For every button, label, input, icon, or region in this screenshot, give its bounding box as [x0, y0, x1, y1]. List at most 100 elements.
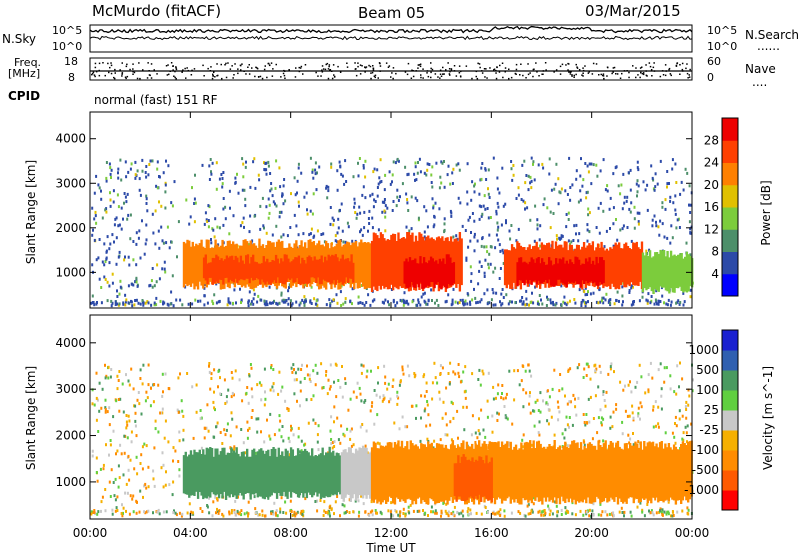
scatter-cell — [430, 181, 433, 184]
nave-dot — [602, 73, 605, 75]
scatter-cell — [661, 205, 664, 209]
scatter-cell — [314, 363, 317, 367]
scatter-cell — [473, 219, 476, 223]
band-cell — [633, 243, 637, 286]
nave-dot — [571, 75, 573, 77]
nave-dot — [541, 73, 543, 75]
nave-dot — [325, 63, 327, 66]
scatter-cell — [471, 372, 474, 376]
scatter-cell — [588, 230, 591, 234]
ground-cell — [645, 298, 648, 302]
nave-dot — [300, 65, 303, 68]
scatter-cell — [406, 173, 409, 177]
scatter-cell — [213, 368, 216, 372]
scatter-cell — [267, 496, 270, 500]
scatter-cell — [574, 405, 577, 409]
band-cell — [414, 258, 417, 288]
ground-cell — [240, 301, 242, 304]
band-cell — [455, 238, 458, 288]
band-cell — [543, 446, 546, 497]
ground-cell — [264, 303, 267, 307]
band-cell — [281, 451, 284, 496]
scatter-cell — [259, 227, 262, 231]
band-cell — [539, 263, 542, 284]
nave-dot — [591, 73, 594, 75]
ground-cell — [623, 514, 625, 518]
band-cell — [485, 455, 488, 499]
scatter-cell — [341, 174, 344, 178]
scatter-cell — [97, 183, 100, 187]
scatter-cell — [360, 494, 363, 498]
band-cell — [393, 234, 397, 287]
band-cell — [429, 256, 433, 282]
ground-cell — [585, 510, 588, 514]
scatter-cell — [475, 301, 478, 305]
scatter-cell — [656, 182, 659, 186]
ground-cell — [461, 509, 464, 513]
scatter-cell — [126, 436, 129, 440]
band-cell — [514, 444, 518, 500]
nave-dot — [210, 66, 212, 68]
scatter-cell — [478, 368, 481, 372]
scatter-cell — [164, 419, 167, 423]
ground-cell — [162, 300, 165, 304]
scatter-cell — [469, 239, 472, 243]
scatter-cell — [213, 235, 216, 239]
velocity-colorbar-tick: -1000 — [684, 483, 719, 497]
band-cell — [202, 257, 206, 279]
nave-dot — [369, 65, 372, 68]
nave-dot — [392, 77, 394, 80]
scatter-cell — [489, 262, 492, 266]
scatter-cell — [478, 432, 481, 436]
nave-dot — [184, 67, 186, 70]
ground-cell — [178, 511, 181, 515]
band-cell — [207, 239, 210, 285]
band-cell — [537, 440, 541, 502]
scatter-cell — [567, 368, 570, 372]
nave-dot — [229, 68, 232, 70]
band-cell — [476, 460, 479, 499]
scatter-cell — [494, 266, 497, 270]
ground-cell — [529, 300, 532, 304]
scatter-cell — [127, 454, 130, 458]
scatter-cell — [297, 426, 300, 430]
band-cell — [232, 452, 235, 498]
scatter-cell — [653, 214, 656, 218]
scatter-cell — [351, 287, 354, 291]
scatter-cell — [135, 263, 138, 267]
scatter-cell — [239, 224, 242, 228]
ground-cell — [659, 509, 662, 513]
ground-cell — [342, 302, 345, 306]
scatter-cell — [248, 374, 251, 378]
band-cell — [539, 443, 542, 502]
band-cell — [184, 243, 187, 285]
band-cell — [480, 456, 483, 502]
scatter-cell — [117, 255, 120, 259]
scatter-cell — [263, 440, 266, 444]
ground-cell — [435, 298, 438, 302]
y-tick-label: 4000 — [55, 132, 86, 146]
ground-cell — [357, 301, 360, 305]
scatter-cell — [523, 513, 526, 517]
band-cell — [267, 262, 271, 284]
scatter-cell — [538, 420, 541, 424]
scatter-cell — [555, 504, 558, 508]
scatter-cell — [242, 175, 245, 179]
ground-cell — [405, 299, 408, 303]
y-tick-label: 4000 — [55, 336, 86, 350]
scatter-cell — [239, 287, 241, 291]
band-cell — [620, 448, 623, 502]
band-cell — [339, 455, 342, 495]
scatter-cell — [212, 500, 215, 504]
scatter-cell — [103, 263, 106, 267]
scatter-cell — [117, 398, 120, 401]
ground-cell — [294, 514, 297, 518]
band-cell — [518, 448, 521, 505]
scatter-cell — [287, 409, 290, 412]
band-cell — [449, 257, 452, 286]
scatter-cell — [177, 410, 180, 414]
scatter-cell — [406, 198, 409, 201]
band-cell — [453, 463, 457, 496]
scatter-cell — [489, 216, 492, 219]
scatter-cell — [396, 195, 399, 199]
